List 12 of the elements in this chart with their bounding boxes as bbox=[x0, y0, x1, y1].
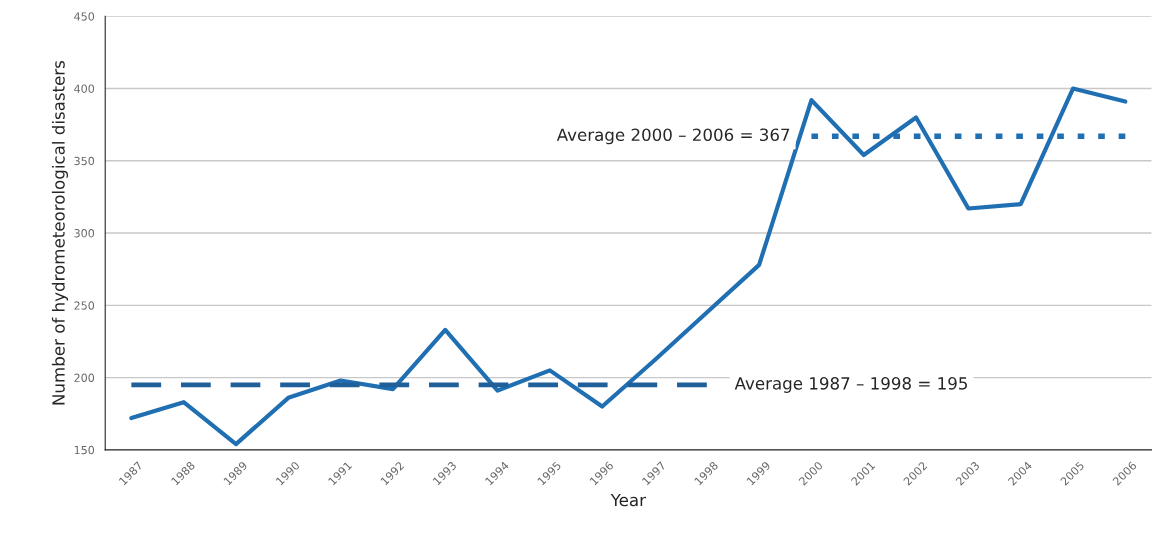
annotation: Average 1987 – 1998 = 195 bbox=[734, 377, 967, 393]
y-tick-label: 400 bbox=[74, 84, 95, 93]
y-tick-label: 150 bbox=[74, 445, 95, 455]
y-tick-label: 450 bbox=[74, 12, 95, 21]
line-series bbox=[129, 86, 1128, 447]
y-axis-title: Number of hydrometeorological disasters bbox=[51, 60, 69, 405]
x-axis-title: Year bbox=[610, 493, 646, 507]
annotation: Average 2000 – 2006 = 367 bbox=[556, 128, 790, 145]
y-tick-label: 300 bbox=[74, 229, 95, 238]
y-tick-label: 350 bbox=[74, 156, 95, 166]
y-tick-label: 200 bbox=[74, 373, 95, 382]
y-tick-label: 250 bbox=[74, 301, 95, 310]
